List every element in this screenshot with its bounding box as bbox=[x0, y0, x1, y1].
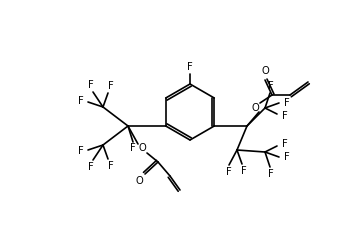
Text: F: F bbox=[78, 146, 84, 156]
Text: F: F bbox=[284, 98, 290, 108]
Text: F: F bbox=[226, 167, 232, 177]
Text: F: F bbox=[130, 143, 136, 153]
Text: F: F bbox=[78, 96, 84, 106]
Text: F: F bbox=[241, 166, 247, 176]
Text: F: F bbox=[187, 62, 193, 72]
Text: F: F bbox=[284, 152, 290, 162]
Text: O: O bbox=[138, 143, 146, 153]
Text: O: O bbox=[135, 176, 143, 186]
Text: F: F bbox=[282, 139, 288, 149]
Text: F: F bbox=[88, 80, 94, 90]
Text: F: F bbox=[282, 111, 288, 121]
Text: F: F bbox=[268, 81, 274, 91]
Text: F: F bbox=[108, 81, 114, 91]
Text: O: O bbox=[261, 66, 269, 76]
Text: F: F bbox=[268, 169, 274, 179]
Text: F: F bbox=[108, 161, 114, 171]
Text: O: O bbox=[251, 103, 259, 113]
Text: F: F bbox=[88, 162, 94, 172]
